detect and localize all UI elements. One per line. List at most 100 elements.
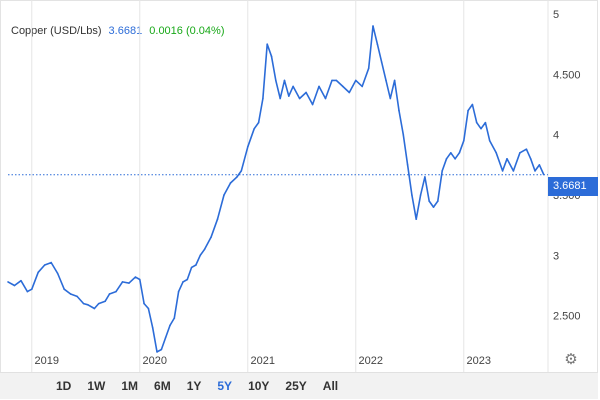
data-point [108, 293, 111, 295]
data-point [380, 61, 383, 64]
data-point [26, 290, 29, 293]
data-point [97, 302, 100, 305]
data-point [7, 281, 9, 283]
data-point [495, 152, 497, 154]
data-point [424, 176, 426, 178]
data-point [115, 290, 117, 293]
range-button-1y[interactable]: 1Y [186, 379, 202, 393]
data-point [43, 264, 46, 266]
data-point [20, 279, 22, 282]
x-tick-label: 2023 [467, 355, 491, 367]
data-point [450, 152, 452, 154]
data-point [525, 148, 528, 150]
data-point [134, 276, 137, 278]
gear-icon[interactable]: ⚙ [564, 351, 578, 368]
data-point [458, 152, 461, 154]
y-tick-label: 4 [553, 130, 559, 142]
data-point [298, 97, 301, 100]
data-point [236, 176, 238, 178]
data-point [177, 290, 180, 293]
data-point [512, 170, 515, 172]
data-point [279, 97, 281, 100]
data-point [156, 351, 158, 353]
range-button-1m[interactable]: 1M [121, 379, 139, 393]
range-button-all[interactable]: All [322, 379, 339, 393]
data-point [164, 336, 167, 339]
data-point [173, 317, 176, 319]
range-button-1w[interactable]: 1W [87, 379, 106, 393]
data-point [372, 25, 374, 27]
data-point [292, 85, 294, 88]
data-point [348, 91, 351, 94]
data-point [288, 95, 290, 97]
data-point [318, 85, 320, 88]
data-point [87, 304, 89, 306]
grid-layer [31, 0, 549, 372]
data-point [82, 302, 85, 305]
data-point [147, 307, 150, 310]
data-point [56, 272, 59, 275]
data-point [223, 194, 225, 196]
data-point [445, 158, 448, 160]
data-point [361, 85, 364, 88]
chart-legend: Copper (USD/Lbs) 3.6681 0.0016 (0.04%) [11, 25, 224, 37]
data-point [229, 182, 232, 184]
data-point [534, 170, 536, 172]
data-point [402, 133, 405, 136]
y-tick-label: 2.500 [553, 311, 581, 323]
data-point [138, 278, 141, 281]
data-point [266, 43, 269, 45]
data-point [484, 121, 487, 124]
data-point [275, 79, 277, 82]
data-point [257, 121, 260, 124]
data-point [454, 158, 456, 160]
data-point [93, 307, 96, 310]
data-point [471, 103, 474, 106]
data-point [50, 261, 52, 264]
data-point [406, 164, 409, 166]
data-point [186, 278, 189, 281]
data-point [143, 302, 145, 305]
data-point [63, 288, 65, 290]
x-tick-label: 2021 [251, 355, 275, 367]
data-point [542, 173, 545, 176]
data-point [475, 121, 478, 124]
data-point [324, 97, 327, 100]
data-point [385, 79, 387, 82]
data-point [467, 109, 469, 112]
data-point [428, 200, 431, 202]
data-point [240, 170, 243, 172]
data-point [538, 164, 541, 166]
y-tick-label: 5 [553, 9, 559, 21]
data-point [415, 218, 418, 220]
data-point [210, 236, 212, 239]
data-point [335, 79, 338, 82]
data-point [128, 282, 130, 284]
data-point [354, 79, 357, 82]
legend-price: 3.6681 [108, 25, 143, 37]
range-button-6m[interactable]: 6M [154, 379, 171, 393]
data-point [389, 97, 392, 100]
data-point [121, 281, 124, 283]
data-point [488, 139, 491, 142]
range-button-25y[interactable]: 25Y [285, 379, 307, 393]
data-point [195, 264, 197, 266]
data-point [69, 293, 72, 295]
x-tick-label: 2019 [35, 355, 59, 367]
data-point [529, 158, 532, 160]
data-point [253, 127, 256, 130]
data-point [393, 79, 396, 82]
range-button-1d[interactable]: 1D [56, 379, 72, 393]
data-point [199, 254, 202, 257]
data-point [480, 127, 482, 130]
range-button-group: 1D 1W 1M 6M 1Y 5Y 10Y 25Y All [48, 373, 346, 400]
range-button-5y[interactable]: 5Y [217, 379, 233, 393]
data-point [104, 300, 106, 303]
data-point [262, 97, 264, 100]
data-point [506, 158, 508, 160]
data-point [519, 152, 521, 154]
range-button-10y[interactable]: 10Y [248, 379, 270, 393]
